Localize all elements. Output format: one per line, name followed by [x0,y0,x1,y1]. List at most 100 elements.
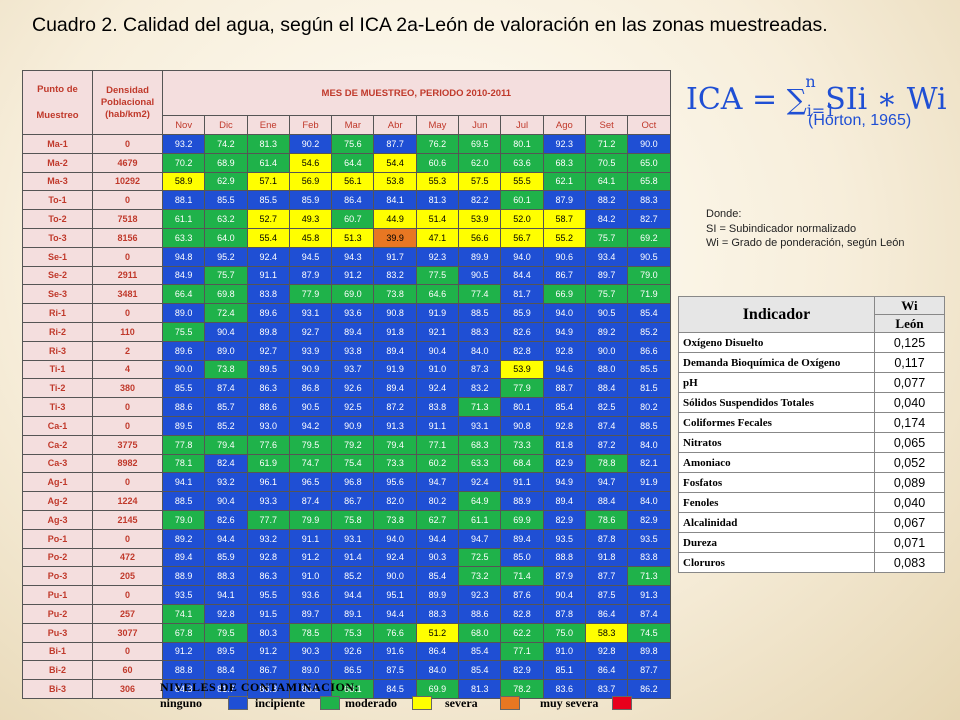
ica-value-cell: 94.9 [542,321,586,342]
ica-value-cell: 88.3 [415,603,460,624]
ica-value-cell: 84.3 [161,679,206,699]
ica-value-cell: 78.1 [161,453,206,474]
density-cell: 4 [92,359,163,380]
ica-value-cell: 85.9 [204,547,248,568]
ica-value-cell: 62.0 [458,152,502,173]
ica-value-cell: 49.3 [288,209,333,229]
month-header-row: Nov Dic Ene Feb Mar Abr May Jun Jul Ago Set Oct [23,115,671,135]
site-cell: Ag-1 [22,472,93,493]
table-row: Bi-1 0 91.2 89.5 91.2 90.3 92.6 91.6 86.4 85.4 77.… [22,641,671,662]
table-row: Pu-1 0 93.5 94.1 95.5 93.6 94.4 95.1 89.9 92.3 87.… [22,585,671,605]
ica-value-cell: 81.5 [627,378,671,399]
ica-value-cell: 66.9 [542,284,586,305]
ica-value-cell: 95.5 [246,585,290,605]
ica-value-cell: 76.2 [415,134,460,154]
ica-value-cell: 86.4 [331,190,375,211]
ica-value-cell: 77.1 [500,641,544,662]
ica-value-cell: 94.1 [204,585,248,605]
ica-value-cell: 69.9 [415,679,460,699]
ica-value-cell: 56.6 [458,227,502,248]
ica-value-cell: 75.7 [204,265,248,286]
table-body: Ma-1 0 93.2 74.2 81.3 90.2 75.6 87.7 76.2 69.5 80.… [22,134,671,699]
density-cell: 3775 [92,434,163,455]
punto-header-line2: Muestreo [36,109,79,121]
ica-value-cell: 75.8 [331,509,375,530]
ica-value-cell: 90.9 [288,359,333,380]
density-cell: 0 [92,246,163,267]
legend-muy-severa-label: muy severa [540,696,599,710]
wi-header: Wi [874,296,945,315]
ica-value-cell: 88.4 [584,378,629,399]
density-cell: 2 [92,340,163,361]
ica-value-cell: 85.4 [542,397,586,417]
ica-value-cell: 75.5 [161,321,206,342]
ica-value-cell: 75.4 [331,453,375,474]
ica-value-cell: 52.0 [500,209,544,229]
ica-value-cell: 87.4 [627,603,671,624]
ica-value-cell: 80.3 [246,622,290,643]
site-cell: Po-2 [22,547,93,568]
ica-value-cell: 82.8 [500,603,544,624]
site-cell: Se-2 [22,265,93,286]
ica-value-cell: 81.3 [415,190,460,211]
ica-value-cell: 83.8 [246,284,290,305]
ica-value-cell: 75.0 [542,622,586,643]
ica-value-cell: 94.8 [161,246,206,267]
ica-value-cell: 87.7 [584,566,629,587]
ica-value-cell: 95.6 [373,472,417,493]
ica-value-cell: 79.0 [627,265,671,286]
month-header: Ago [542,115,586,135]
indicator-weight: 0,077 [874,372,945,393]
ica-value-cell: 71.3 [627,566,671,587]
site-cell: Ag-2 [22,491,93,511]
ica-value-cell: 85.2 [331,566,375,587]
ica-value-cell: 91.8 [373,321,417,342]
site-cell: To-2 [22,209,93,229]
ica-value-cell: 88.2 [584,190,629,211]
ica-value-cell: 62.1 [542,171,586,192]
ica-value-cell: 91.3 [373,415,417,436]
table-row: To-3 8156 63.3 64.0 55.4 45.8 51.3 39.9 47.1 56.6… [22,227,671,248]
ica-value-cell: 86.3 [246,566,290,587]
weight-row: Amoniaco 0,052 [678,452,945,473]
ica-value-cell: 86.3 [246,378,290,399]
ica-value-cell: 94.0 [500,246,544,267]
ica-value-cell: 82.9 [542,453,586,474]
ica-value-cell: 89.5 [161,415,206,436]
ica-value-cell: 92.4 [246,246,290,267]
ica-value-cell: 62.7 [415,509,460,530]
weight-row: Fosfatos 0,089 [678,472,945,493]
density-cell: 1224 [92,491,163,511]
ica-value-cell: 91.2 [246,641,290,662]
site-cell: Ca-2 [22,434,93,455]
ica-value-cell: 83.2 [458,378,502,399]
ica-value-cell: 89.8 [246,321,290,342]
ica-value-cell: 80.1 [500,134,544,154]
ica-value-cell: 65.8 [627,171,671,192]
ica-value-cell: 95.2 [204,246,248,267]
table-row: Ma-2 4679 70.2 68.9 61.4 54.6 64.4 54.4 60.6 62.0… [22,152,671,173]
site-cell: Ti-3 [22,397,93,417]
month-header: Mar [331,115,375,135]
ica-value-cell: 55.5 [500,171,544,192]
ica-value-cell: 90.3 [288,641,333,662]
ica-value-cell: 83.7 [584,679,629,699]
ica-value-cell: 53.8 [373,171,417,192]
ica-value-cell: 55.2 [542,227,586,248]
ica-value-cell: 82.9 [542,509,586,530]
site-cell: Pu-2 [22,603,93,624]
table-row: To-2 7518 61.1 63.2 52.7 49.3 60.7 44.9 51.4 53.9… [22,209,671,229]
formula-sup: n [805,72,816,91]
site-cell: Ti-2 [22,378,93,399]
table-row: Ti-2 380 85.5 87.4 86.3 86.8 92.6 89.4 92.4 83.2 7… [22,378,671,399]
site-cell: Ca-1 [22,415,93,436]
ica-value-cell: 89.0 [288,660,333,681]
ica-value-cell: 89.0 [161,303,206,323]
table-row: Ag-3 2145 79.0 82.6 77.7 79.9 75.8 73.8 62.7 61.1… [22,509,671,530]
legend-incipiente-label: incipiente [255,696,305,710]
site-cell: Ma-2 [22,152,93,173]
table-row: Bi-3 306 84.3 81.7 86.8 85.5 68.1 84.5 69.9 81.3 7… [22,679,671,699]
ica-value-cell: 91.2 [161,641,206,662]
ica-value-cell: 85.9 [288,190,333,211]
ica-value-cell: 93.8 [331,340,375,361]
